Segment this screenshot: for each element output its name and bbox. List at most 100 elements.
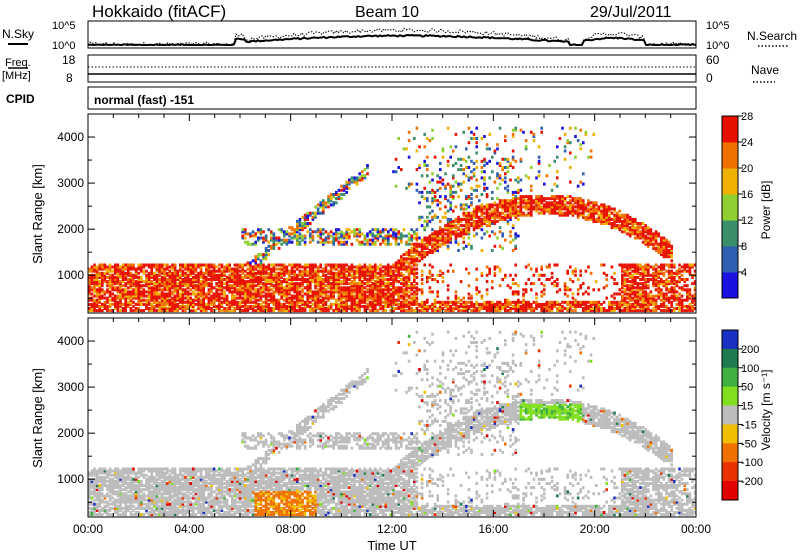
power-cell xyxy=(509,286,512,290)
power-cell xyxy=(405,288,408,292)
power-cell xyxy=(316,307,320,310)
power-cell xyxy=(467,230,471,234)
power-cell xyxy=(415,300,419,304)
power-cell xyxy=(657,307,660,310)
power-cell xyxy=(457,217,460,221)
power-cell xyxy=(267,286,270,290)
power-cell xyxy=(540,199,543,203)
power-cell xyxy=(608,205,611,209)
power-cell xyxy=(439,302,442,306)
power-cell xyxy=(519,309,523,313)
power-cell xyxy=(329,271,333,275)
power-cell xyxy=(439,161,442,165)
power-cell xyxy=(556,263,559,267)
power-cell xyxy=(251,286,255,290)
power-cell xyxy=(283,309,286,313)
power-cell xyxy=(556,201,559,205)
power-cell xyxy=(459,164,463,167)
power-cell xyxy=(636,296,640,300)
power-cell xyxy=(267,294,270,298)
power-cell xyxy=(506,207,510,211)
power-cell xyxy=(293,288,296,292)
power-cell xyxy=(621,286,624,290)
power-cell xyxy=(342,292,346,296)
power-cell xyxy=(527,201,530,205)
power-cell xyxy=(301,236,304,240)
power-cell xyxy=(223,265,226,269)
power-cell xyxy=(142,284,146,288)
power-cell xyxy=(535,201,538,205)
power-cell xyxy=(506,166,510,169)
power-cell xyxy=(579,201,582,205)
power-cell xyxy=(423,132,426,136)
power-cell xyxy=(337,288,341,292)
power-cell xyxy=(569,307,572,310)
power-cell xyxy=(194,275,198,279)
power-cell xyxy=(566,288,569,292)
power-cell xyxy=(426,205,429,209)
power-cell xyxy=(257,257,260,261)
power-cell xyxy=(264,284,268,288)
power-cell xyxy=(218,282,221,286)
power-cell xyxy=(433,298,437,302)
power-cell xyxy=(186,275,190,279)
power-cell xyxy=(348,234,351,238)
power-cell xyxy=(600,215,603,219)
power-cell xyxy=(285,282,289,286)
power-cell xyxy=(218,296,221,300)
power-cell xyxy=(644,302,647,306)
power-cell xyxy=(277,228,281,232)
power-cell xyxy=(444,236,447,240)
power-cell xyxy=(548,207,551,211)
power-cell xyxy=(649,302,653,306)
power-cell xyxy=(249,242,252,246)
power-cell xyxy=(634,219,637,223)
power-cell xyxy=(485,217,489,221)
power-cell xyxy=(197,307,200,310)
power-cell xyxy=(197,296,200,300)
power-cell xyxy=(457,226,460,230)
power-cell xyxy=(114,300,117,304)
power-cell xyxy=(254,284,257,288)
power-cell xyxy=(306,224,309,228)
power-heatmap xyxy=(88,126,697,313)
power-cell xyxy=(480,228,484,232)
power-cell xyxy=(155,263,159,267)
power-cell xyxy=(350,242,354,246)
power-cell xyxy=(459,157,463,161)
power-cell xyxy=(634,267,637,271)
power-cell xyxy=(366,280,369,284)
power-cell xyxy=(621,215,624,219)
power-cell xyxy=(613,282,616,286)
power-cell xyxy=(647,300,650,304)
power-cell xyxy=(340,288,343,292)
power-cell xyxy=(179,286,182,290)
power-cell xyxy=(478,290,481,294)
power-cell xyxy=(491,280,494,284)
power-cell xyxy=(431,228,434,232)
power-cell xyxy=(597,219,601,223)
power-cell xyxy=(462,207,465,211)
power-cell xyxy=(199,265,203,269)
power-cell xyxy=(660,298,663,302)
power-cell xyxy=(392,282,395,286)
power-cell xyxy=(597,302,601,306)
power-cell xyxy=(641,230,645,234)
power-cell xyxy=(309,273,312,277)
power-cell xyxy=(381,280,385,284)
power-cell xyxy=(480,224,484,228)
power-cell xyxy=(623,215,627,219)
power-cell xyxy=(597,288,601,292)
power-cell xyxy=(527,307,530,310)
power-cell xyxy=(418,145,421,149)
power-cell xyxy=(150,309,153,313)
power-cell xyxy=(444,195,447,199)
power-cell xyxy=(433,246,437,250)
power-cell xyxy=(192,278,195,281)
power-cell xyxy=(639,224,642,228)
power-cell xyxy=(420,309,424,313)
power-cell xyxy=(501,157,504,161)
power-cell xyxy=(472,215,476,219)
power-cell xyxy=(381,273,385,277)
power-cell xyxy=(368,292,372,296)
